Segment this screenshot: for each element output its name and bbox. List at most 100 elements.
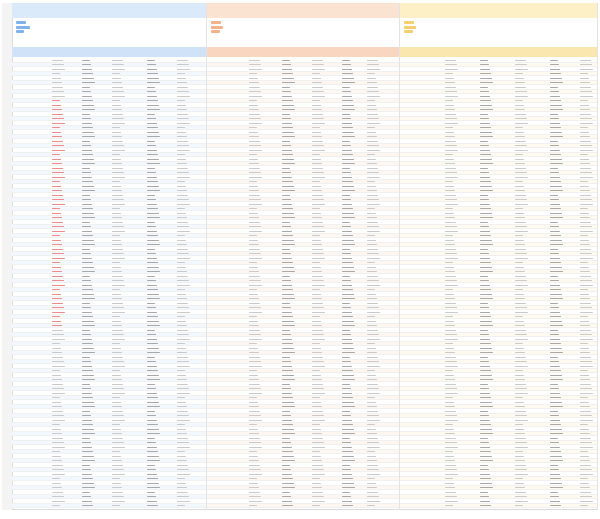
table-row[interactable] xyxy=(207,121,399,126)
tag[interactable] xyxy=(211,21,221,24)
table-row[interactable] xyxy=(12,274,206,279)
table-row[interactable] xyxy=(400,400,597,405)
table-row[interactable] xyxy=(207,161,399,166)
table-row[interactable] xyxy=(12,431,206,436)
table-row[interactable] xyxy=(207,260,399,265)
table-row[interactable] xyxy=(12,85,206,90)
table-row[interactable] xyxy=(12,319,206,324)
table-row[interactable] xyxy=(12,251,206,256)
table-row[interactable] xyxy=(207,418,399,423)
table-row[interactable] xyxy=(12,485,206,490)
table-row[interactable] xyxy=(207,170,399,175)
table-row[interactable] xyxy=(400,422,597,427)
table-row[interactable] xyxy=(12,269,206,274)
table-row[interactable] xyxy=(400,445,597,450)
table-row[interactable] xyxy=(207,287,399,292)
table-row[interactable] xyxy=(12,224,206,229)
table-row[interactable] xyxy=(207,377,399,382)
table-row[interactable] xyxy=(12,296,206,301)
table-row[interactable] xyxy=(12,260,206,265)
table-row[interactable] xyxy=(12,481,206,486)
table-row[interactable] xyxy=(12,80,206,85)
table-row[interactable] xyxy=(12,121,206,126)
table-row[interactable] xyxy=(400,278,597,283)
table-row[interactable] xyxy=(207,422,399,427)
table-row[interactable] xyxy=(207,215,399,220)
table-row[interactable] xyxy=(207,80,399,85)
table-row[interactable] xyxy=(400,157,597,162)
table-row[interactable] xyxy=(12,382,206,387)
table-row[interactable] xyxy=(400,71,597,76)
table-row[interactable] xyxy=(12,130,206,135)
table-row[interactable] xyxy=(207,445,399,450)
table-row[interactable] xyxy=(207,179,399,184)
table-row[interactable] xyxy=(400,319,597,324)
table-row[interactable] xyxy=(400,476,597,481)
tag[interactable] xyxy=(404,26,416,29)
table-row[interactable] xyxy=(400,409,597,414)
table-row[interactable] xyxy=(400,89,597,94)
table-row[interactable] xyxy=(207,400,399,405)
table-row[interactable] xyxy=(12,409,206,414)
table-row[interactable] xyxy=(400,112,597,117)
table-row[interactable] xyxy=(207,476,399,481)
table-row[interactable] xyxy=(12,139,206,144)
table-row[interactable] xyxy=(12,386,206,391)
table-row[interactable] xyxy=(12,265,206,270)
table-row[interactable] xyxy=(12,229,206,234)
table-row[interactable] xyxy=(207,143,399,148)
table-row[interactable] xyxy=(12,197,206,202)
table-row[interactable] xyxy=(12,364,206,369)
table-row[interactable] xyxy=(12,499,206,504)
table-row[interactable] xyxy=(12,350,206,355)
table-row[interactable] xyxy=(207,62,399,67)
table-row[interactable] xyxy=(12,287,206,292)
table-row[interactable] xyxy=(12,233,206,238)
table-row[interactable] xyxy=(400,485,597,490)
table-row[interactable] xyxy=(207,67,399,72)
table-row[interactable] xyxy=(207,233,399,238)
table-row[interactable] xyxy=(207,103,399,108)
table-row[interactable] xyxy=(400,499,597,504)
table-row[interactable] xyxy=(12,418,206,423)
table-row[interactable] xyxy=(207,278,399,283)
table-row[interactable] xyxy=(400,233,597,238)
table-row[interactable] xyxy=(12,404,206,409)
table-row[interactable] xyxy=(207,328,399,333)
table-row[interactable] xyxy=(207,202,399,207)
table-row[interactable] xyxy=(207,404,399,409)
table-row[interactable] xyxy=(207,355,399,360)
table-row[interactable] xyxy=(400,368,597,373)
table-row[interactable] xyxy=(12,467,206,472)
table-row[interactable] xyxy=(207,499,399,504)
table-row[interactable] xyxy=(12,427,206,432)
table-row[interactable] xyxy=(400,427,597,432)
table-row[interactable] xyxy=(400,314,597,319)
table-row[interactable] xyxy=(400,436,597,441)
table-row[interactable] xyxy=(400,341,597,346)
table-row[interactable] xyxy=(400,490,597,495)
table-row[interactable] xyxy=(207,107,399,112)
table-row[interactable] xyxy=(400,139,597,144)
table-row[interactable] xyxy=(12,148,206,153)
table-row[interactable] xyxy=(12,440,206,445)
table-row[interactable] xyxy=(400,287,597,292)
table-row[interactable] xyxy=(400,274,597,279)
table-row[interactable] xyxy=(12,134,206,139)
table-row[interactable] xyxy=(12,355,206,360)
tag[interactable] xyxy=(404,30,413,33)
table-row[interactable] xyxy=(12,58,206,63)
table-row[interactable] xyxy=(400,184,597,189)
table-row[interactable] xyxy=(12,310,206,315)
table-row[interactable] xyxy=(12,292,206,297)
table-row[interactable] xyxy=(207,395,399,400)
table-row[interactable] xyxy=(12,98,206,103)
table-row[interactable] xyxy=(207,94,399,99)
table-row[interactable] xyxy=(207,481,399,486)
table-row[interactable] xyxy=(207,359,399,364)
table-row[interactable] xyxy=(12,422,206,427)
table-row[interactable] xyxy=(207,467,399,472)
table-row[interactable] xyxy=(207,436,399,441)
tag[interactable] xyxy=(211,30,220,33)
table-row[interactable] xyxy=(400,161,597,166)
